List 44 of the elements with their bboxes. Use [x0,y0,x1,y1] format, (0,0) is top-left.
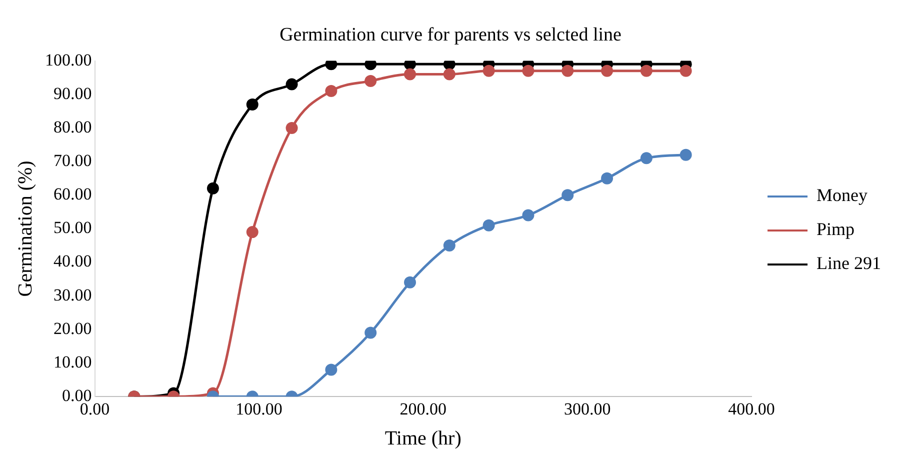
y-tick-label: 80.00 [54,117,92,136]
point [286,78,298,90]
point [601,172,614,184]
x-axis-title: Time (hr) [384,427,462,450]
y-tick-label: 70.00 [54,151,92,170]
x-tick-label: 100.00 [236,399,282,418]
point [246,98,258,110]
point [680,64,692,77]
x-tick-label: 400.00 [728,399,775,418]
y-tick-label: 10.00 [54,352,92,372]
point [601,64,614,77]
x-tick-label: 300.00 [564,399,611,418]
y-tick-label: 40.00 [54,252,92,271]
point [680,148,692,161]
point [206,182,219,194]
y-tick-label: 20.00 [54,318,92,338]
point [640,152,652,164]
point [522,64,534,77]
x-tick-label: 200.00 [400,399,447,418]
chart-title: Germination curve for parents vs selcted line [280,24,622,46]
y-tick-label: 60.00 [54,184,92,204]
point [562,189,574,202]
point [640,64,652,77]
point [404,276,416,288]
legend-label: Line 291 [816,253,882,274]
y-tick-label: 30.00 [54,285,92,304]
point [286,122,298,134]
legend-label: Pimp [816,219,855,240]
y-tick-label: 100.00 [45,50,92,70]
point [522,209,534,222]
y-tick-label: 90.00 [54,84,92,103]
point [443,68,456,80]
point [325,85,338,98]
point [562,64,574,77]
point [364,326,377,339]
y-axis-title: Germination (%) [14,160,36,297]
point [482,64,495,77]
point [404,68,416,80]
point [246,226,258,238]
y-tick-label: 50.00 [54,218,92,238]
point [443,239,456,252]
point [364,74,377,87]
point [482,219,495,232]
legend-label: Money [816,185,868,206]
